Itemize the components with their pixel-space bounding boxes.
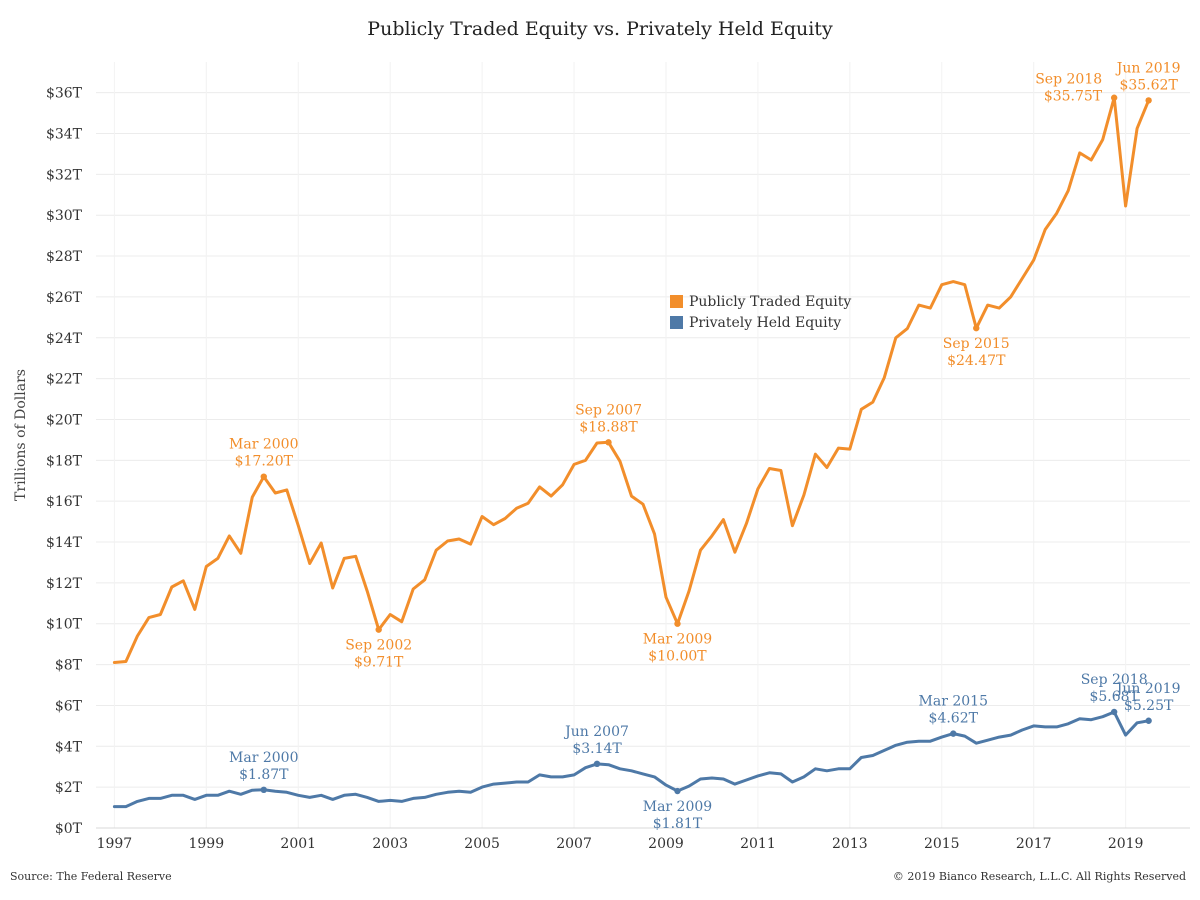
annotation-label: $17.20T [235, 454, 294, 470]
annotation-point [1145, 97, 1152, 104]
annotation-point [260, 473, 267, 480]
annotation-label: $5.68T [1089, 689, 1139, 705]
annotation-label: Sep 2015 [943, 336, 1010, 352]
y-tick-label: $12T [46, 576, 83, 592]
y-axis-label: Trillions of Dollars [13, 369, 29, 501]
x-tick-label: 2011 [740, 836, 776, 852]
x-tick-label: 2001 [280, 836, 316, 852]
y-tick-label: $32T [46, 167, 83, 183]
annotation-label: $35.62T [1119, 77, 1178, 93]
source-note: Source: The Federal Reserve [10, 870, 172, 883]
annotation-label: $24.47T [947, 353, 1006, 369]
y-tick-label: $6T [55, 698, 83, 714]
annotation-point [260, 786, 267, 794]
y-tick-label: $0T [55, 821, 83, 837]
x-axis-ticks: 1997 1999 2001 2003 2005 2007 2009 2011 2013 2015… [97, 836, 1144, 852]
annotation-label: Jun 2007 [563, 724, 629, 740]
annotation-label: $1.87T [239, 767, 289, 783]
annotation-label: $3.14T [572, 741, 622, 757]
legend-item-private: Privately Held Equity [670, 312, 851, 333]
annotation-label: Jun 2019 [1115, 681, 1181, 697]
annotation-label: Mar 2000 [229, 437, 298, 453]
x-tick-label: 1997 [97, 836, 133, 852]
y-tick-label: $28T [46, 249, 83, 265]
annotation-point [605, 439, 612, 446]
annotation-label: $4.62T [929, 711, 979, 727]
annotation-label: Mar 2000 [229, 750, 298, 766]
legend-label-public: Publicly Traded Equity [689, 293, 852, 310]
legend-swatch-private [670, 316, 683, 329]
y-tick-label: $10T [46, 617, 83, 633]
annotation-point [1110, 708, 1118, 716]
x-tick-label: 2019 [1108, 836, 1144, 852]
annotation-label: $9.71T [354, 655, 404, 671]
annotation-point [950, 730, 957, 737]
y-tick-label: $20T [46, 412, 83, 428]
series-line-private [112, 710, 1151, 809]
x-tick-label: 2015 [924, 836, 960, 852]
y-tick-label: $36T [46, 86, 83, 102]
x-tick-label: 2003 [372, 836, 408, 852]
y-tick-label: $4T [55, 739, 83, 755]
grid-lines [96, 62, 1190, 829]
y-tick-label: $14T [46, 535, 83, 551]
chart-title: Publicly Traded Equity vs. Privately Hel… [367, 18, 833, 40]
annotation-label: $1.81T [653, 816, 703, 832]
annotation-point [593, 760, 601, 768]
y-tick-label: $24T [46, 331, 83, 347]
annotation-label: Mar 2009 [643, 799, 712, 815]
y-tick-label: $30T [46, 208, 83, 224]
annotation-label: $5.25T [1124, 698, 1174, 714]
annotation-point [674, 620, 681, 627]
annotation-label: Sep 2018 [1035, 72, 1102, 88]
x-tick-label: 2007 [556, 836, 592, 852]
y-tick-label: $26T [46, 290, 83, 306]
x-tick-label: 2017 [1016, 836, 1052, 852]
y-axis-ticks: $0T $2T $4T $6T $8T $10T $12T $14T $16T $18T $20T $… [46, 86, 83, 837]
legend-swatch-public [670, 295, 683, 308]
annotation-label: Sep 2002 [345, 638, 412, 654]
legend-label-private: Privately Held Equity [689, 314, 842, 331]
annotation-point [674, 787, 681, 795]
series-line-public [112, 96, 1151, 664]
y-tick-label: $18T [46, 453, 83, 469]
x-tick-label: 1999 [188, 836, 224, 852]
annotation-label: $35.75T [1044, 89, 1103, 105]
x-tick-label: 2009 [648, 836, 684, 852]
annotation-label: Mar 2015 [919, 694, 988, 710]
y-tick-label: $8T [55, 658, 83, 674]
annotation-label: Jun 2019 [1115, 60, 1181, 76]
legend-item-public: Publicly Traded Equity [670, 291, 851, 312]
y-tick-label: $34T [46, 126, 83, 142]
legend: Publicly Traded Equity Privately Held Eq… [670, 291, 851, 333]
annotation-label: $10.00T [648, 649, 707, 665]
y-tick-label: $22T [46, 372, 83, 388]
annotation-point [1145, 717, 1152, 724]
annotation-label: Mar 2009 [643, 632, 712, 648]
annotation-point [1110, 94, 1118, 101]
annotation-label: $18.88T [579, 419, 638, 435]
annotation-label: Sep 2018 [1081, 672, 1148, 688]
annotation-label: Sep 2007 [575, 402, 642, 418]
y-tick-label: $16T [46, 494, 83, 510]
annotation-point [375, 626, 382, 633]
annotation-point [973, 324, 980, 332]
x-tick-label: 2005 [464, 836, 500, 852]
copyright-note: © 2019 Bianco Research, L.L.C. All Right… [892, 870, 1186, 883]
x-tick-label: 2013 [832, 836, 868, 852]
y-tick-label: $2T [55, 780, 83, 796]
